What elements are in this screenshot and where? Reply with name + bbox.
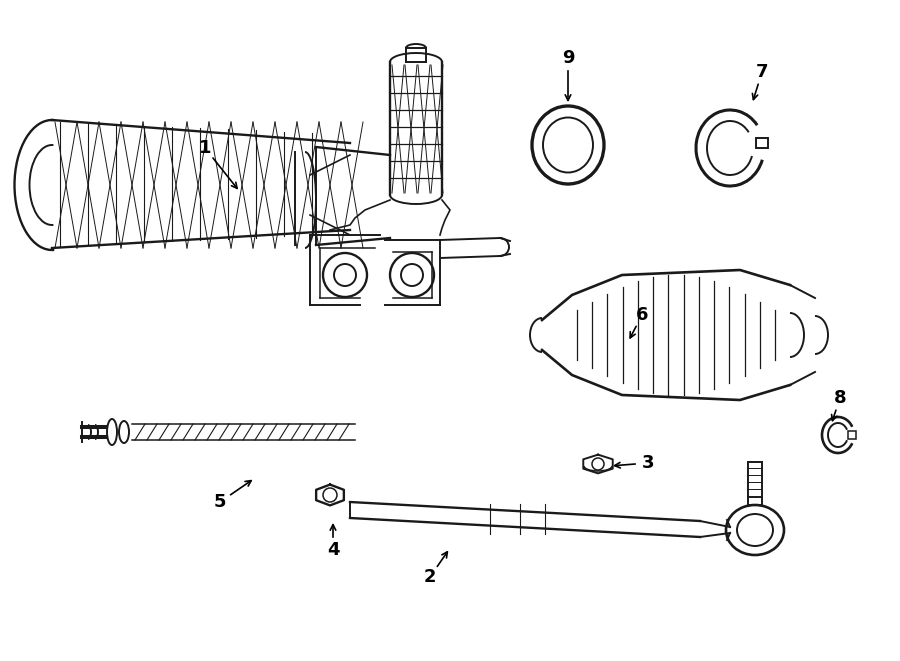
- Text: 7: 7: [756, 63, 769, 81]
- Text: 1: 1: [199, 139, 212, 157]
- Text: 6: 6: [635, 306, 648, 324]
- Text: 5: 5: [214, 493, 226, 511]
- Text: 8: 8: [833, 389, 846, 407]
- Text: 4: 4: [327, 541, 339, 559]
- Text: 2: 2: [424, 568, 436, 586]
- Text: 3: 3: [642, 454, 654, 472]
- Text: 9: 9: [562, 49, 574, 67]
